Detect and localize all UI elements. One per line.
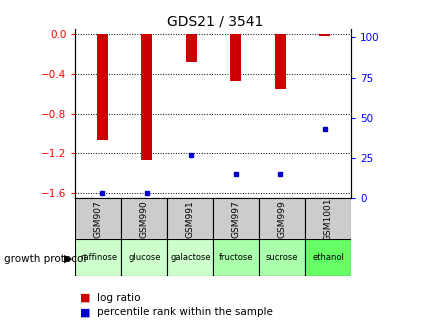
Text: log ratio: log ratio <box>97 293 140 302</box>
Bar <box>167 239 213 276</box>
Bar <box>213 198 259 240</box>
Text: raffinose: raffinose <box>80 253 117 262</box>
Bar <box>304 239 350 276</box>
Bar <box>304 198 350 240</box>
Text: glucose: glucose <box>128 253 160 262</box>
Text: ▶: ▶ <box>64 254 72 264</box>
Text: GSM997: GSM997 <box>231 200 240 238</box>
Bar <box>167 198 213 240</box>
Text: GSM999: GSM999 <box>277 200 286 238</box>
Bar <box>121 198 167 240</box>
Text: percentile rank within the sample: percentile rank within the sample <box>97 307 272 317</box>
Text: GSM907: GSM907 <box>94 200 103 238</box>
Text: sucrose: sucrose <box>265 253 298 262</box>
Text: GSM990: GSM990 <box>140 200 148 238</box>
Bar <box>96 34 108 140</box>
Text: ■: ■ <box>80 293 90 302</box>
Bar <box>141 34 152 160</box>
Text: GSM1001: GSM1001 <box>323 197 332 241</box>
Text: ethanol: ethanol <box>312 253 344 262</box>
Bar <box>121 239 167 276</box>
Bar <box>213 239 259 276</box>
Text: growth protocol: growth protocol <box>4 254 86 264</box>
Bar <box>274 34 285 89</box>
Text: ■: ■ <box>80 307 90 317</box>
Text: GSM991: GSM991 <box>185 200 194 238</box>
Bar <box>259 239 304 276</box>
Text: GDS21 / 3541: GDS21 / 3541 <box>167 15 263 29</box>
Bar <box>185 34 196 62</box>
Bar <box>230 34 241 81</box>
Bar <box>259 198 304 240</box>
Bar <box>75 198 121 240</box>
Bar <box>75 239 121 276</box>
Text: fructose: fructose <box>218 253 253 262</box>
Bar <box>318 34 329 36</box>
Text: galactose: galactose <box>170 253 210 262</box>
